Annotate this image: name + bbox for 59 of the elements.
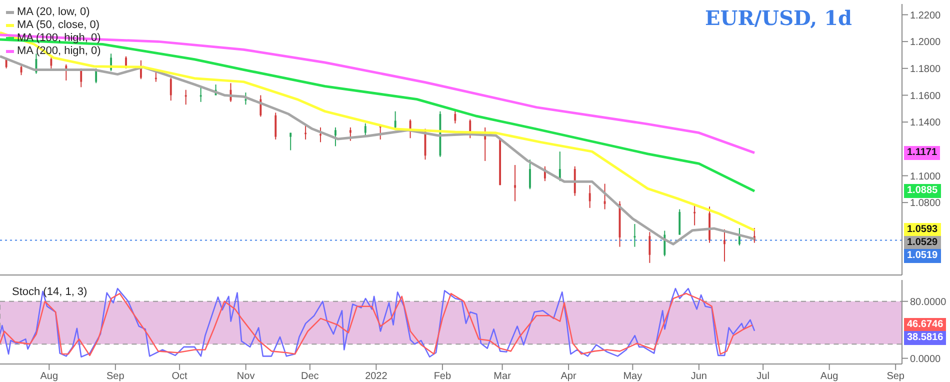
x-tick-label: Feb: [434, 371, 452, 382]
text: 38.5816: [904, 331, 946, 346]
x-tick-label: Aug: [40, 371, 58, 382]
candlestick: [529, 159, 531, 190]
candlestick: [334, 126, 336, 147]
candlestick: [170, 77, 172, 102]
ref-line-label: 1.0519: [904, 249, 941, 264]
y-tick-label: 1.2200: [910, 10, 942, 22]
y-tick-label: 1.1400: [910, 118, 942, 129]
candlestick: [588, 184, 591, 208]
y-tick-label: 1.2000: [910, 37, 942, 48]
text: 1.0885: [904, 184, 941, 198]
x-tick-label: Sep: [106, 371, 125, 382]
y-tick-label: 1.1800: [910, 64, 942, 75]
candlestick: [200, 85, 202, 102]
candlestick: [738, 228, 740, 246]
legend-label: MA (20, low, 0): [17, 6, 90, 19]
candlestick: [364, 122, 366, 138]
line-series: [0, 31, 756, 232]
candlestick: [394, 110, 396, 131]
candlestick: [290, 132, 292, 151]
x-tick-label: May: [623, 371, 642, 382]
y-tick-label: 1.0800: [910, 198, 942, 210]
y-tick-label: 0.0000: [910, 354, 942, 365]
candlestick: [694, 203, 696, 226]
text: 1.0529: [904, 236, 941, 250]
candlestick: [604, 183, 606, 210]
x-tick-label: 2022: [365, 371, 388, 382]
x-tick-label: Jul: [756, 371, 770, 382]
x-tick-label: Jun: [690, 371, 708, 382]
text: Stoch (14, 1, 3): [12, 286, 88, 298]
candlestick: [678, 208, 681, 236]
x-tick-label: Mar: [494, 371, 512, 382]
candlestick: [95, 68, 98, 84]
x-tick-label: Aug: [820, 371, 838, 382]
text: 46.6746: [904, 318, 946, 332]
candlestick: [724, 228, 726, 262]
line-series: [0, 34, 756, 154]
candlestick: [514, 164, 516, 202]
candlestick: [558, 151, 561, 182]
candlestick: [454, 109, 456, 124]
y-tick-label: 1.1000: [910, 171, 942, 182]
y-tick-label: 1.1600: [910, 90, 942, 102]
x-tick-label: Apr: [560, 371, 578, 382]
x-tick-label: Sep: [886, 371, 905, 382]
candlestick: [184, 89, 187, 106]
legend-label: MA (50, close, 0): [17, 19, 100, 32]
candlestick: [274, 112, 277, 140]
x-tick-label: Dec: [301, 371, 319, 382]
candlestick: [349, 126, 352, 142]
candlestick: [648, 232, 651, 264]
x-tick-label: Oct: [172, 371, 188, 382]
y-tick-label: 80.0000: [910, 296, 947, 308]
chart-title: EUR/USD, 1d: [705, 6, 852, 30]
candlestick: [634, 224, 636, 248]
candlestick: [320, 126, 322, 143]
text: 1.1171: [904, 146, 940, 160]
x-tick-label: Nov: [236, 371, 255, 382]
text: 1.0593: [904, 223, 941, 238]
